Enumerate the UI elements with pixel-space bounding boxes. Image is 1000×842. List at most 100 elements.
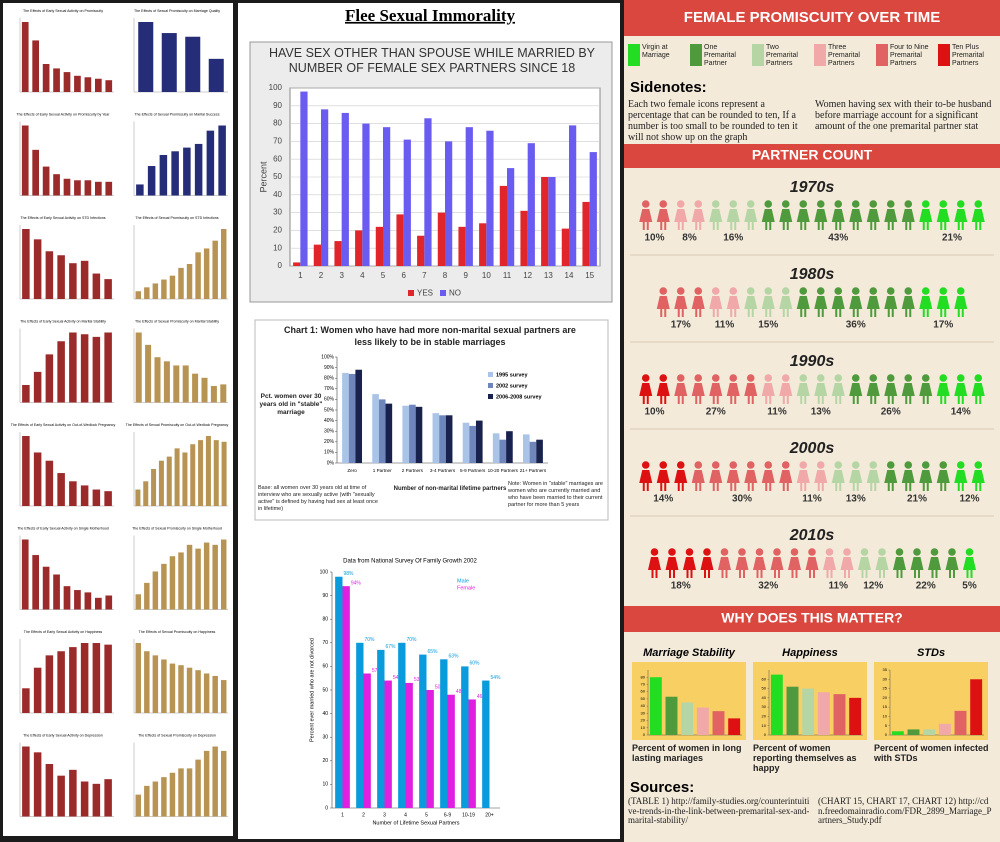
bar [135,643,142,713]
bar [178,768,184,817]
bar [74,180,81,196]
icon-head [764,461,773,469]
icon-leg [909,483,912,491]
icon-body [919,209,933,222]
icon-leg [966,570,969,578]
icon-head [904,374,913,382]
icon-body [971,209,985,222]
icon-leg [681,483,684,491]
decade-title: 1980s [790,266,835,283]
bar [220,229,227,299]
icon-leg [839,309,842,317]
icon-head [668,548,676,556]
icon-head [816,200,825,208]
bar [45,655,54,713]
icon-leg [835,396,838,404]
icon-body [744,209,758,222]
icon-leg [926,222,929,230]
icon-leg [760,570,763,578]
icon-head [659,287,668,295]
bar [802,688,815,735]
icon-leg [712,396,715,404]
icon-leg [677,309,680,317]
icon-leg [712,309,715,317]
icon-head [764,200,773,208]
bar [954,710,967,735]
icon-leg [664,396,667,404]
icon-leg [716,396,719,404]
icon-leg [940,483,943,491]
y-tick-label: 50 [641,696,646,701]
bar [203,248,210,299]
bar [144,582,150,610]
mini-title: The Effects of Early Sexual Activity on … [23,733,103,737]
bar [53,574,60,610]
icon-leg [747,222,750,230]
bar [212,746,218,817]
bar [891,731,904,735]
bar [186,768,193,817]
icon-head [641,200,650,208]
bar [105,80,113,92]
icon-group [884,461,950,491]
icon-leg [887,222,890,230]
icon-head [764,374,773,382]
icon-head [851,287,860,295]
bar [161,33,177,92]
icon-head [746,287,755,295]
icon-head [956,374,965,382]
icon-leg [704,570,706,578]
icon-leg [681,309,684,317]
value-label: 21% [942,233,962,244]
icon-body [656,209,670,222]
mini-title: The Effects of Sexual Promiscuity on Mar… [134,9,220,13]
icon-head [711,461,720,469]
legend-label: Virgin at Marriage [642,44,670,59]
icon-group [936,374,985,404]
bar [104,279,112,299]
bar [195,252,201,299]
bar [104,644,112,713]
sidenote: Each two female icons represent a percen… [628,99,798,143]
icon-group [744,287,793,317]
x-tick-label: 11 [503,271,512,280]
sources-title: Sources: [630,779,694,796]
icon-body [691,383,705,396]
icon-leg [979,396,982,404]
icon-leg [756,570,759,578]
icon-body [936,383,950,396]
icon-body [866,470,880,483]
bar [696,707,709,735]
icon-body [726,209,740,222]
bar [445,415,453,463]
icon-leg [712,222,715,230]
y-tick-label: 50 [273,172,282,181]
icon-leg [695,222,698,230]
bar [970,679,983,735]
legend-label: 1995 survey [496,372,528,378]
bar [161,279,167,299]
icon-leg [905,309,908,317]
icon-group [718,548,819,578]
mini-title: The Effects of Sexual Promiscuity on Hap… [139,630,216,634]
icon-leg [940,309,943,317]
icon-leg [804,483,807,491]
icon-head [956,200,965,208]
icon-leg [852,483,855,491]
icon-head [711,374,720,382]
bar [520,210,528,266]
value-label: 98% [344,571,355,577]
icon-body [796,296,810,309]
icon-head [816,374,825,382]
legend-swatch [488,394,493,399]
icon-leg [751,396,754,404]
icon-head [641,374,650,382]
bar [84,180,92,196]
icon-group [796,461,828,491]
icon-leg [791,570,794,578]
icon-leg [708,570,710,578]
value-label: 17% [933,320,953,331]
icon-leg [914,570,916,578]
icon-head [886,374,895,382]
chart-2-frame [254,319,609,521]
